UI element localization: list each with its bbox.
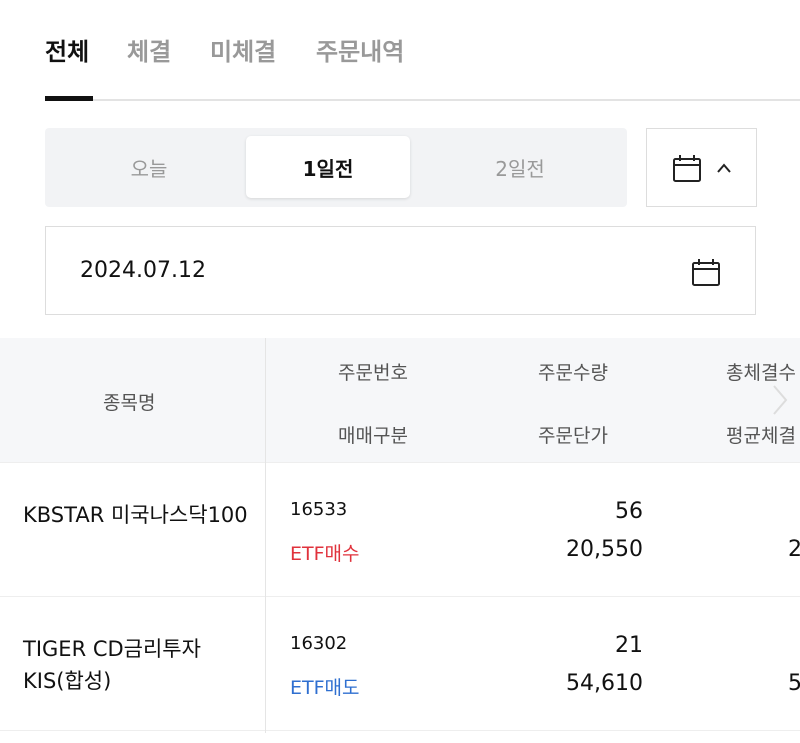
order-price: 54,610 [566, 671, 643, 696]
chevron-up-icon [716, 162, 731, 173]
period-2day[interactable]: 2일전 [495, 156, 545, 181]
order-no: 16302 [290, 633, 348, 654]
stock-name: KBSTAR 미국나스닥100 [23, 503, 248, 527]
chevron-right-icon[interactable] [771, 384, 789, 416]
table-header: 종목명 주문번호 매매구분 주문수량 주문단가 총체결수 평균체결 [0, 338, 800, 463]
header-trade-type: 매매구분 [338, 425, 408, 447]
order-qty: 56 [615, 499, 643, 524]
date-value: 2024.07.12 [80, 258, 206, 283]
avg-filled-partial: 2 [788, 537, 800, 562]
tab-filled[interactable]: 체결 [127, 38, 172, 66]
header-order-price: 주문단가 [538, 425, 608, 447]
table-row[interactable]: KBSTAR 미국나스닥100 16533 ETF매수 56 20,550 2 [0, 463, 800, 597]
trade-type: ETF매도 [290, 677, 360, 699]
tab-divider [45, 99, 800, 101]
date-input[interactable]: 2024.07.12 [45, 226, 756, 315]
calendar-icon [672, 154, 701, 182]
tab-indicator [45, 96, 93, 101]
header-order-qty: 주문수량 [538, 362, 608, 384]
header-avg-filled: 평균체결 [726, 425, 796, 447]
calendar-toggle-button[interactable] [646, 128, 757, 207]
order-qty: 21 [615, 633, 643, 658]
header-name: 종목명 [103, 392, 156, 414]
avg-filled-partial: 5 [788, 671, 800, 696]
header-order-no: 주문번호 [338, 362, 408, 384]
order-no: 16533 [290, 499, 348, 520]
calendar-icon[interactable] [691, 257, 721, 287]
tab-unfilled[interactable]: 미체결 [210, 38, 277, 66]
period-today[interactable]: 오늘 [130, 156, 168, 181]
period-selector: 오늘 1일전 2일전 [45, 128, 627, 207]
stock-name: TIGER CD금리투자KIS(합성) [23, 637, 201, 693]
tab-order-history[interactable]: 주문내역 [316, 38, 405, 66]
period-1day[interactable]: 1일전 [246, 136, 410, 198]
column-divider [265, 338, 266, 733]
header-total-filled: 총체결수 [726, 362, 796, 384]
tab-all[interactable]: 전체 [45, 38, 90, 66]
trade-type: ETF매수 [290, 543, 360, 565]
table-row[interactable]: TIGER CD금리투자KIS(합성) 16302 ETF매도 21 54,61… [0, 597, 800, 731]
order-price: 20,550 [566, 537, 643, 562]
